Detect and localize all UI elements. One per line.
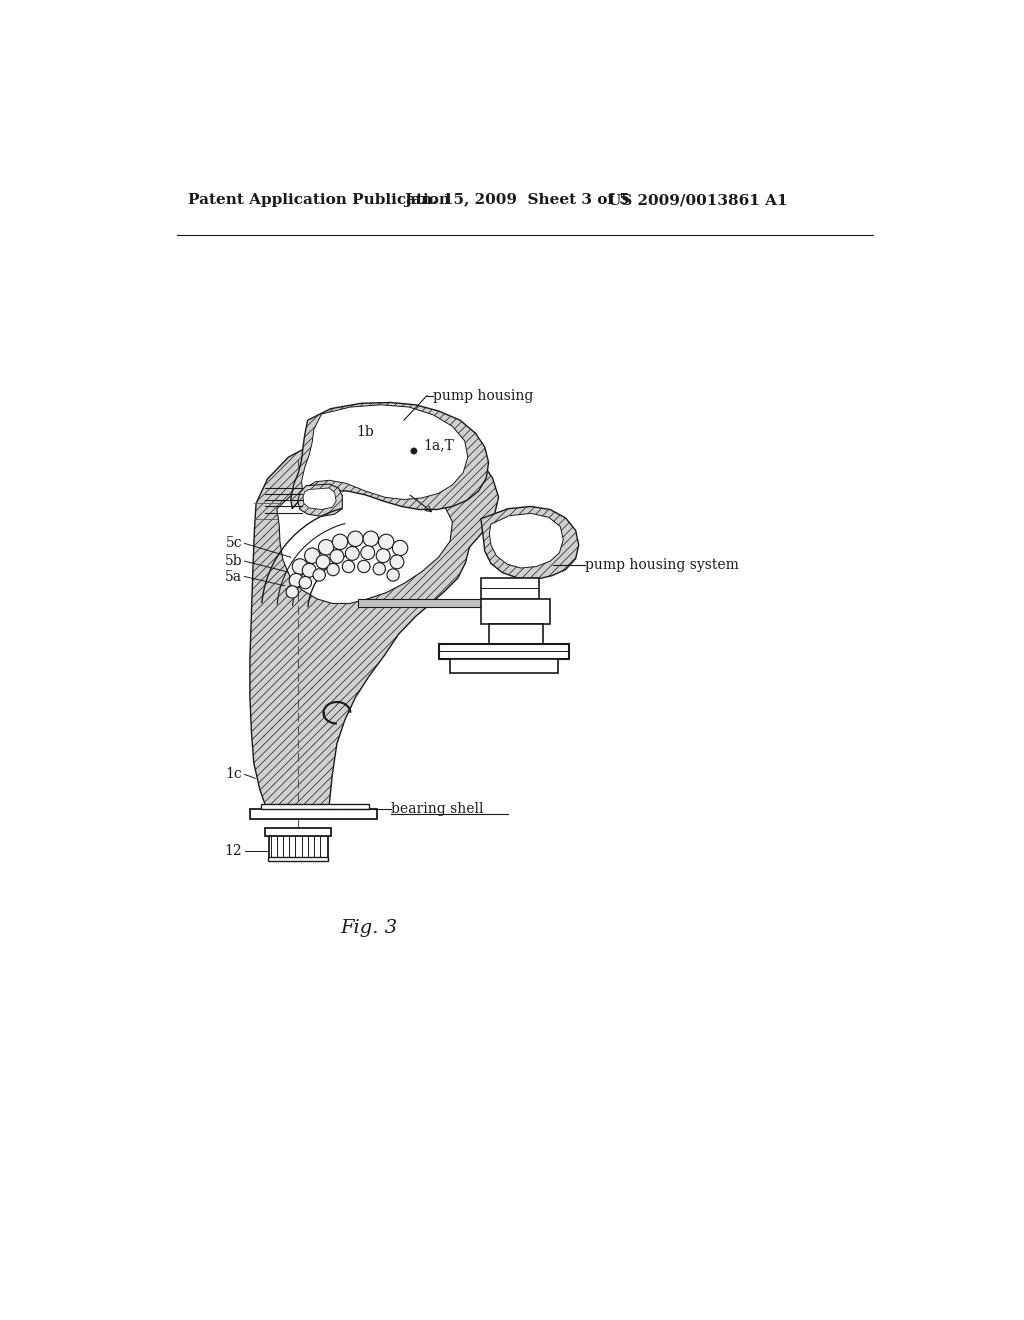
Circle shape: [292, 558, 307, 574]
Polygon shape: [481, 507, 579, 579]
Text: bearing shell: bearing shell: [391, 803, 483, 816]
Circle shape: [333, 535, 348, 549]
Polygon shape: [481, 578, 539, 599]
Polygon shape: [489, 513, 563, 568]
Circle shape: [348, 531, 364, 546]
Circle shape: [387, 569, 399, 581]
Text: US 2009/0013861 A1: US 2009/0013861 A1: [608, 193, 787, 207]
Circle shape: [390, 554, 403, 569]
Circle shape: [313, 569, 326, 581]
Circle shape: [302, 564, 316, 577]
Circle shape: [345, 546, 359, 561]
Text: pump housing: pump housing: [433, 388, 534, 403]
Circle shape: [364, 531, 379, 546]
Polygon shape: [291, 403, 488, 510]
Circle shape: [286, 586, 298, 598]
Circle shape: [379, 535, 394, 549]
Text: Fig. 3: Fig. 3: [341, 920, 397, 937]
Text: 5a: 5a: [225, 569, 243, 583]
Circle shape: [299, 577, 311, 589]
Circle shape: [373, 562, 385, 576]
Polygon shape: [438, 644, 569, 659]
Circle shape: [330, 549, 344, 564]
Polygon shape: [488, 624, 543, 644]
Polygon shape: [250, 429, 499, 805]
Polygon shape: [276, 471, 453, 603]
Circle shape: [304, 548, 319, 564]
Polygon shape: [303, 488, 336, 510]
Circle shape: [342, 560, 354, 573]
Polygon shape: [269, 834, 328, 859]
Polygon shape: [481, 599, 550, 624]
Text: 1c: 1c: [225, 767, 243, 781]
Polygon shape: [250, 809, 377, 818]
Circle shape: [327, 564, 339, 576]
Circle shape: [411, 447, 417, 454]
Circle shape: [289, 573, 303, 587]
Circle shape: [376, 549, 390, 562]
Text: pump housing system: pump housing system: [585, 558, 738, 572]
Circle shape: [357, 560, 370, 573]
Text: 12: 12: [224, 845, 243, 858]
Circle shape: [316, 554, 330, 569]
Polygon shape: [301, 405, 468, 499]
Circle shape: [318, 540, 334, 554]
Circle shape: [392, 540, 408, 556]
Polygon shape: [261, 804, 370, 809]
Polygon shape: [298, 484, 342, 516]
Text: 5c: 5c: [225, 536, 243, 550]
Polygon shape: [357, 599, 484, 607]
Text: Jan. 15, 2009  Sheet 3 of 5: Jan. 15, 2009 Sheet 3 of 5: [403, 193, 630, 207]
Text: 5b: 5b: [224, 554, 243, 568]
Polygon shape: [265, 829, 331, 836]
Polygon shape: [267, 857, 328, 861]
Polygon shape: [451, 659, 558, 673]
Circle shape: [360, 545, 375, 560]
Text: Patent Application Publication: Patent Application Publication: [188, 193, 451, 207]
Text: 1b: 1b: [356, 425, 375, 438]
Text: 1a,T: 1a,T: [423, 438, 454, 451]
